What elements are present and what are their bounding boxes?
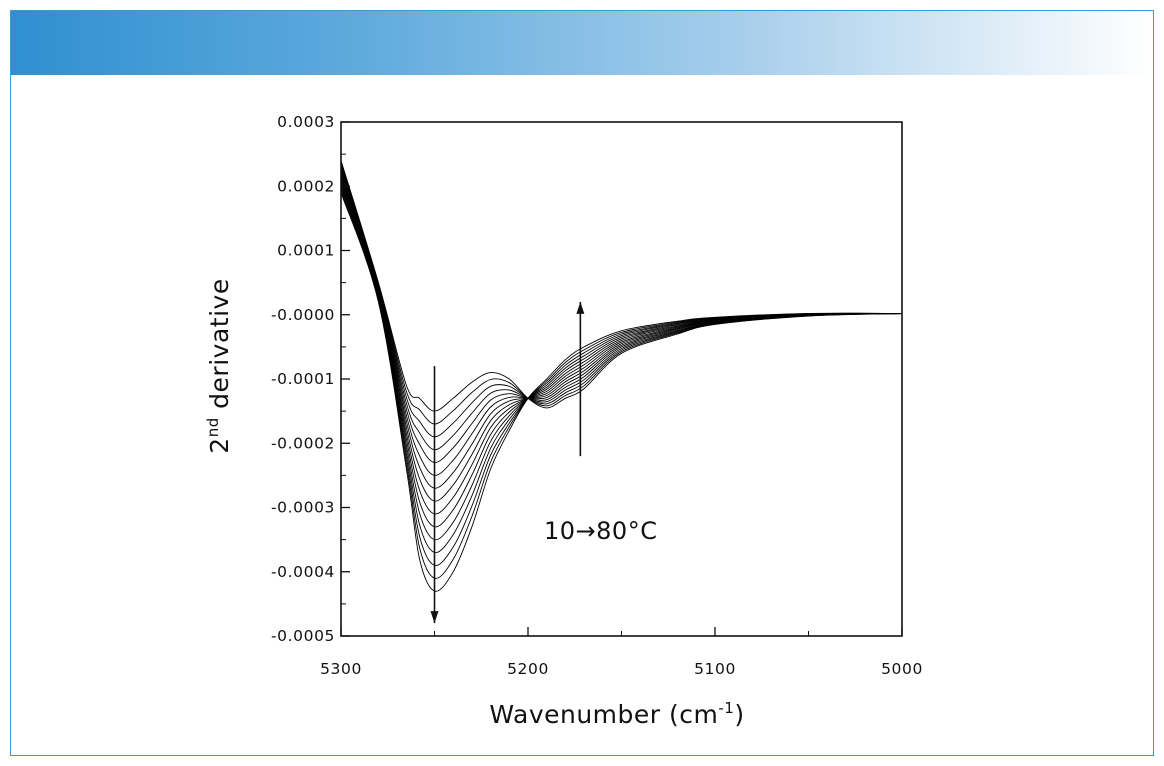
spectrum-line	[340, 174, 903, 489]
y-axis-title: 2nd derivative	[204, 278, 234, 453]
header-gradient-band	[11, 11, 1153, 75]
y-tick-label: -0.0001	[271, 370, 335, 388]
spectrum-line	[340, 187, 903, 566]
spectrum-line	[340, 192, 903, 592]
spectrum-line	[340, 190, 903, 579]
spectrum-line	[340, 164, 903, 438]
x-tick-label: 5200	[507, 660, 549, 678]
y-axis-ticks: 0.0003 0.0002 0.0001 -0.0000 -0.0001 -0.0002 -…	[271, 113, 350, 645]
plot-area-border	[340, 121, 903, 637]
spectrum-line	[340, 162, 903, 425]
spectrum-line	[340, 185, 903, 554]
x-tick-label: 5000	[881, 660, 923, 678]
y-tick-label: -0.0005	[271, 627, 335, 645]
y-tick-label: -0.0004	[271, 563, 335, 581]
y-tick-label: -0.0003	[271, 499, 335, 517]
spectrum-line	[340, 181, 903, 528]
spectrum-line	[340, 169, 903, 463]
trend-arrows	[430, 301, 585, 624]
spectrum-line	[340, 176, 903, 502]
arrow-down-head	[430, 611, 439, 624]
spectrum-line	[340, 183, 903, 541]
arrow-up-head	[576, 301, 585, 314]
spectrum-line	[340, 160, 903, 412]
y-tick-label: 0.0003	[277, 113, 335, 131]
spectrum-line	[340, 171, 903, 476]
spectra-curves	[340, 160, 903, 592]
spectrum-line	[340, 167, 903, 451]
figure-frame	[10, 10, 1154, 756]
temperature-annotation: 10→80°C	[544, 517, 657, 545]
y-tick-label: -0.0002	[271, 434, 335, 452]
x-axis-ticks: 5300 5200 5100 5000	[320, 627, 923, 678]
x-axis-title: Wavenumber (cm-1)	[489, 699, 744, 729]
x-tick-label: 5300	[320, 660, 362, 678]
y-tick-label: 0.0002	[277, 177, 335, 195]
y-tick-label: 0.0001	[277, 242, 335, 260]
spectrum-line	[340, 178, 903, 515]
y-tick-label: -0.0000	[271, 306, 335, 324]
x-tick-label: 5100	[694, 660, 736, 678]
